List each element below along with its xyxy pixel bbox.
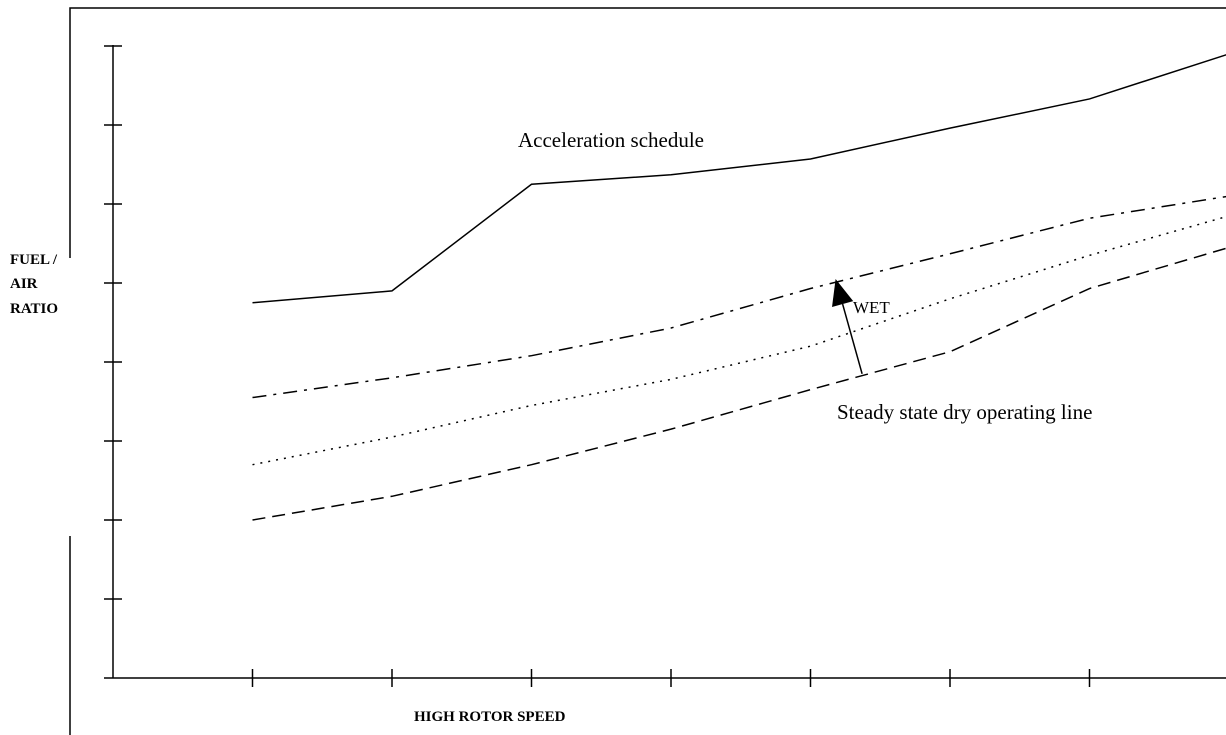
arrow-layer [832, 279, 863, 375]
acceleration-schedule-label: Acceleration schedule [518, 128, 704, 152]
y-ticks [104, 45, 122, 600]
dry-operating-line-label: Steady state dry operating line [837, 400, 1092, 424]
series-line-acceleration [252, 54, 1226, 304]
outer-frame [69, 7, 1226, 735]
arrow-shaft [841, 303, 863, 375]
y-axis-label-line-3: RATIO [10, 301, 58, 317]
series-line-dotted [252, 215, 1226, 466]
series-line-wet [252, 195, 1226, 399]
x-axis-label: HIGH ROTOR SPEED [414, 709, 566, 725]
wet-label: WET [853, 298, 890, 317]
x-ticks [251, 669, 1091, 687]
series-line-dry [252, 247, 1226, 521]
y-axis-label-line-1: FUEL / [10, 252, 58, 268]
series-layer [252, 54, 1226, 521]
plot-area [104, 45, 1226, 687]
arrow-head [832, 279, 854, 308]
y-axis-label-line-2: AIR [10, 276, 38, 292]
